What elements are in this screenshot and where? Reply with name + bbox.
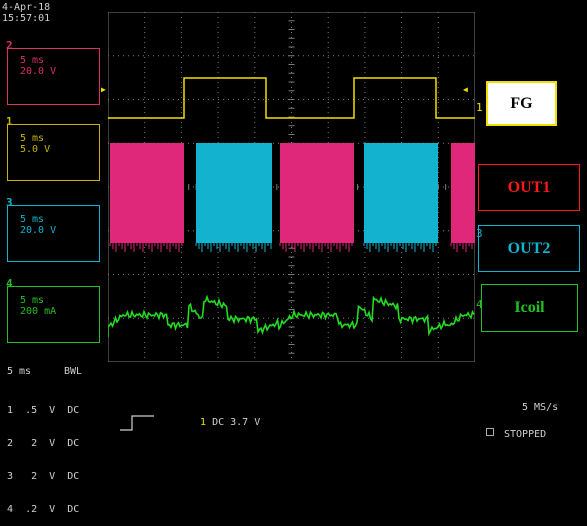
channel-3-scale: 20.0 V — [20, 225, 57, 236]
out1-label: OUT1 — [478, 164, 580, 211]
channel-1-scale: 5.0 V — [20, 144, 51, 155]
ch3-level-marker: 3 — [476, 227, 483, 240]
channel-3-number: 3 — [6, 196, 13, 209]
bwl-label: BWL — [64, 366, 83, 377]
channel-4-time: 5 ms — [20, 295, 45, 306]
trigger-channel: 1 — [200, 417, 207, 428]
trigger-edge-icon — [120, 415, 154, 431]
fg-right-marker: ◀ — [463, 85, 468, 94]
stop-indicator-icon — [486, 428, 494, 436]
row-ch: 3 — [7, 471, 14, 482]
row-ch: 2 — [7, 438, 14, 449]
row-scale: .2 — [25, 504, 38, 515]
fg-left-marker: ▶ — [101, 85, 106, 94]
row-coupling: DC — [67, 438, 80, 449]
row-scale: .5 — [25, 405, 38, 416]
settings-row-1: 1 .5 V DC — [7, 405, 79, 416]
row-unit: V — [49, 471, 56, 482]
fg-label: FG — [486, 81, 557, 126]
timebase-label: 5 ms — [7, 366, 32, 377]
icoil-trace — [108, 294, 475, 337]
channel-4-number: 4 — [6, 277, 13, 290]
ch1-level-marker: 1 — [476, 101, 483, 114]
channel-2-scale: 20.0 V — [20, 66, 57, 77]
scope-screen: ↑ — [108, 12, 475, 362]
channel-1-number: 1 — [6, 115, 13, 128]
channel-2-box[interactable]: 2 5 ms 20.0 V — [6, 39, 100, 105]
row-unit: V — [49, 438, 56, 449]
row-unit: V — [49, 405, 56, 416]
channel-3-box[interactable]: 3 5 ms 20.0 V — [6, 196, 100, 262]
channel-3-time: 5 ms — [20, 214, 45, 225]
channel-2-number: 2 — [6, 39, 13, 52]
settings-row-4: 4 .2 V DC — [7, 504, 79, 515]
status-label: STOPPED — [504, 429, 547, 440]
channel-2-time: 5 ms — [20, 55, 45, 66]
icoil-label: Icoil — [481, 284, 578, 332]
row-coupling: DC — [67, 471, 80, 482]
row-scale: 2 — [31, 438, 38, 449]
out-bursts — [109, 143, 475, 252]
channel-4-box[interactable]: 4 5 ms 200 mA — [6, 277, 100, 343]
fg-trace — [108, 77, 475, 119]
row-ch: 1 — [7, 405, 14, 416]
trigger-readout: 1 DC 3.7 V — [200, 417, 260, 429]
row-unit: V — [49, 504, 56, 515]
row-scale: 2 — [31, 471, 38, 482]
row-ch: 4 — [7, 504, 14, 515]
channel-1-box[interactable]: 1 5 ms 5.0 V — [6, 115, 100, 181]
time-label: 15:57:01 — [2, 13, 51, 24]
settings-row-3: 3 2 V DC — [7, 471, 79, 482]
ch4-level-marker: 4 — [476, 298, 483, 311]
out2-label: OUT2 — [478, 225, 580, 272]
row-coupling: DC — [67, 504, 80, 515]
date-label: 4-Apr-18 — [2, 2, 51, 13]
row-coupling: DC — [67, 405, 80, 416]
settings-row-2: 2 2 V DC — [7, 438, 79, 449]
trigger-info: DC 3.7 V — [212, 417, 261, 428]
channel-1-time: 5 ms — [20, 133, 45, 144]
sample-rate: 5 MS/s — [522, 402, 559, 413]
channel-settings-table: 1 .5 V DC 2 2 V DC 3 2 V DC 4 .2 V DC — [7, 383, 79, 526]
channel-4-scale: 200 mA — [20, 306, 57, 317]
